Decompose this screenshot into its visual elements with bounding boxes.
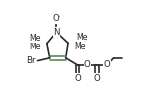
Text: O: O — [94, 74, 101, 83]
Text: Br: Br — [26, 56, 35, 65]
Text: Me: Me — [75, 42, 86, 51]
Text: Me: Me — [76, 33, 88, 42]
Text: O: O — [84, 60, 91, 69]
Text: ·: · — [57, 12, 61, 22]
Text: O: O — [53, 14, 60, 23]
Text: N: N — [53, 28, 60, 37]
Text: Me: Me — [29, 34, 40, 43]
Text: O: O — [74, 74, 81, 83]
Text: Me: Me — [29, 42, 40, 51]
Text: O: O — [104, 60, 110, 69]
